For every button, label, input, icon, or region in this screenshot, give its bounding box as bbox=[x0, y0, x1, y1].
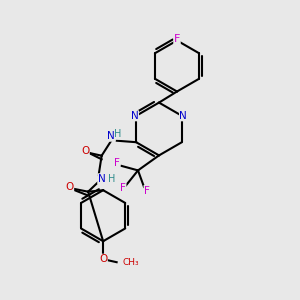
Text: N: N bbox=[179, 111, 187, 121]
Text: N: N bbox=[131, 111, 139, 121]
Text: H: H bbox=[114, 129, 122, 139]
Text: F: F bbox=[114, 158, 120, 168]
Text: F: F bbox=[174, 34, 180, 44]
Text: N: N bbox=[98, 174, 106, 184]
Text: O: O bbox=[99, 254, 107, 264]
Text: F: F bbox=[120, 183, 126, 194]
Text: CH₃: CH₃ bbox=[123, 258, 139, 267]
Text: F: F bbox=[144, 185, 150, 196]
Text: O: O bbox=[65, 182, 74, 192]
Text: H: H bbox=[107, 174, 115, 184]
Text: O: O bbox=[81, 146, 89, 156]
Text: N: N bbox=[107, 131, 115, 141]
